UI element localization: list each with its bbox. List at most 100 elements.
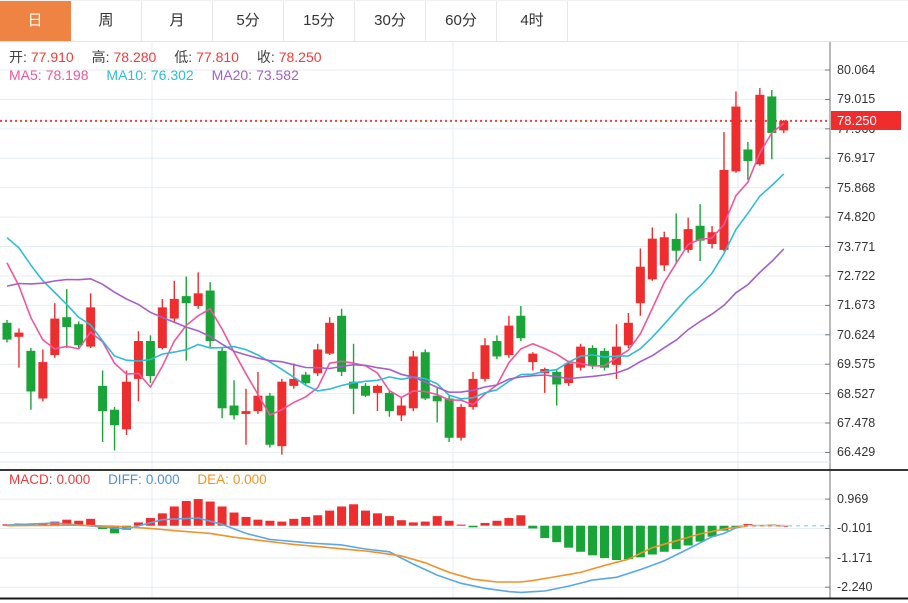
last-price-marker: 78.250 (831, 111, 901, 130)
ohlc-infobar: 开: 77.910 高: 78.280 低: 77.810 收: 78.250 (9, 47, 326, 67)
macd-bar (635, 525, 645, 558)
close-value: 78.250 (278, 49, 322, 65)
macd-bar (659, 525, 669, 552)
tab-4时[interactable]: 4时 (497, 1, 568, 41)
macd-bar (683, 525, 693, 546)
open-label: 开: (9, 49, 27, 65)
candle (516, 305, 526, 342)
candle (301, 371, 311, 386)
candle (193, 272, 203, 309)
macd-bar (456, 524, 466, 526)
candle (372, 384, 382, 412)
macd-bar (743, 524, 753, 526)
tab-15分[interactable]: 15分 (284, 1, 355, 41)
price-axis-tick-label: 68.527 (837, 386, 876, 401)
tab-60分[interactable]: 60分 (426, 1, 497, 41)
ma10-value: 76.302 (150, 67, 194, 83)
candle (767, 90, 777, 160)
candle (623, 312, 633, 349)
ma20-line (6, 248, 785, 394)
candle (277, 378, 287, 455)
candle (396, 397, 406, 421)
macd-bar (600, 525, 609, 559)
candle (86, 293, 96, 349)
price-axis-tick-label: 69.575 (837, 357, 876, 372)
ma20-label: MA20: (211, 67, 253, 83)
macd-bar (133, 522, 143, 526)
candle (169, 280, 179, 322)
macd-bar (588, 525, 598, 556)
candle (456, 404, 466, 441)
tab-月[interactable]: 月 (142, 1, 213, 41)
macd-axis-tick-label: -1.171 (837, 550, 873, 565)
macd-bar (516, 515, 526, 526)
candle (217, 348, 227, 419)
tab-日[interactable]: 日 (0, 1, 71, 41)
price-axis-tick-label: 72.722 (837, 268, 876, 283)
candle (2, 319, 12, 343)
candle (74, 321, 84, 349)
macd-bar (193, 499, 203, 526)
candle (325, 317, 335, 356)
tab-5分[interactable]: 5分 (213, 1, 284, 41)
candle (122, 370, 131, 435)
price-axis-tick-label: 75.868 (837, 180, 876, 195)
macd-bar (372, 513, 382, 526)
price-axis-tick-label: 66.429 (837, 445, 876, 460)
macd-bar (432, 516, 442, 526)
candle (229, 380, 239, 420)
macd-bar (205, 501, 215, 526)
macd-bar (576, 525, 586, 552)
candle (611, 324, 621, 379)
tab-周[interactable]: 周 (71, 1, 142, 41)
candles-layer (2, 88, 789, 455)
price-axis-tick-label: 80.064 (837, 63, 876, 77)
candle (62, 289, 72, 349)
candle (181, 276, 191, 361)
ma5-layer (6, 122, 785, 417)
macd-bar (110, 525, 120, 534)
macd-bar (217, 506, 227, 526)
macd-bar (480, 522, 490, 526)
candle (635, 248, 645, 316)
price-axis-tick-label: 71.673 (837, 298, 876, 313)
macd-bar (647, 525, 657, 555)
macd-bar (277, 521, 287, 526)
candle (528, 352, 538, 371)
macd-infobar: MACD: 0.000 DIFF: 0.000 DEA: 0.000 (9, 472, 271, 487)
macd-bar (181, 500, 191, 526)
ma5-label: MA5: (9, 67, 42, 83)
candle (576, 343, 586, 371)
ma20-layer (6, 248, 785, 394)
macd-bar (241, 516, 251, 526)
candle (432, 387, 442, 423)
candle (98, 370, 108, 442)
candle (38, 349, 48, 402)
ma10-line (6, 173, 785, 400)
macd-bar (623, 525, 633, 560)
high-value: 78.280 (113, 49, 157, 65)
macd-value: 0.000 (56, 472, 91, 487)
low-value: 77.810 (196, 49, 239, 65)
macd-bar (145, 518, 155, 526)
macd-bar (62, 519, 72, 526)
candle (683, 217, 693, 253)
macd-bar (361, 510, 370, 526)
macd-bar (289, 518, 299, 526)
tab-30分[interactable]: 30分 (355, 1, 426, 41)
candle (492, 335, 502, 360)
macd-bar (38, 522, 48, 526)
low-label: 低: (174, 49, 193, 65)
macd-bar (564, 525, 574, 548)
open-value: 77.910 (30, 49, 74, 65)
macd-bar (384, 516, 394, 526)
candle (408, 350, 418, 412)
ma10-layer (6, 173, 785, 400)
candle (444, 395, 454, 442)
candle (659, 231, 669, 271)
candle (349, 343, 359, 414)
candle (504, 315, 514, 358)
dea-label: DEA: (197, 472, 229, 487)
high-label: 高: (91, 49, 110, 65)
